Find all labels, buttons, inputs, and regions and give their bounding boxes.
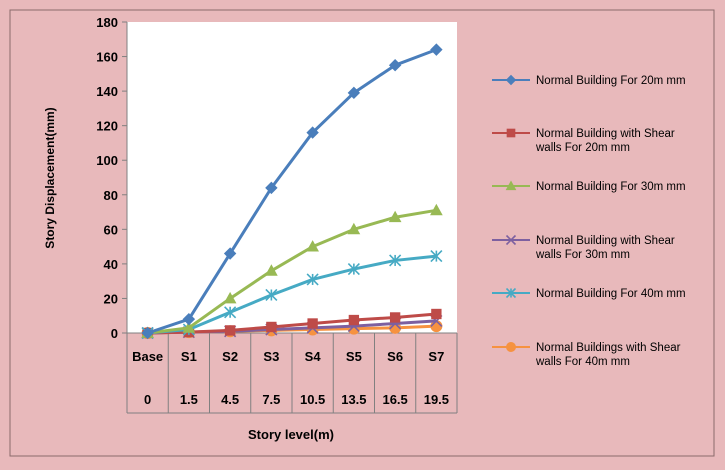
data-point: [347, 263, 360, 276]
x-tick-label: S1: [181, 349, 197, 364]
data-point: [307, 318, 318, 329]
data-point: [505, 287, 517, 299]
x-tick-label-secondary: 16.5: [382, 392, 407, 407]
legend-label: Normal Building For 20m mm: [536, 75, 686, 87]
data-point: [388, 58, 402, 72]
x-tick-label: S3: [263, 349, 279, 364]
legend-label-line: walls For 30m mm: [535, 249, 630, 261]
data-point: [430, 43, 443, 56]
x-tick-label: S7: [428, 349, 444, 364]
data-point: [430, 203, 443, 216]
y-tick-label: 140: [96, 84, 118, 99]
data-point: [389, 312, 401, 323]
x-tick-label-secondary: 10.5: [300, 392, 325, 407]
x-tick-label-secondary: 13.5: [341, 392, 366, 407]
y-tick-label: 60: [104, 222, 118, 237]
x-tick-label-secondary: 7.5: [262, 392, 280, 407]
legend-label: Normal Building with Shear walls For 30m …: [535, 235, 675, 261]
x-tick-label-secondary: 1.5: [180, 392, 198, 407]
data-point: [265, 181, 278, 195]
y-tick-label: 20: [104, 291, 118, 306]
data-point: [306, 126, 319, 139]
data-point: [431, 308, 442, 320]
y-tick-label: 80: [104, 188, 118, 203]
y-tick-label: 100: [96, 153, 118, 168]
legend-label-line: Normal Building For 40m mm: [536, 288, 686, 300]
data-point: [141, 326, 154, 340]
x-tick-label: S4: [305, 349, 322, 364]
data-point: [182, 321, 196, 333]
data-point: [266, 321, 277, 333]
data-point: [506, 342, 516, 352]
legend-label-line: Normal Buildings with Shear: [536, 342, 681, 354]
data-point: [505, 234, 517, 246]
series-line: [147, 208, 437, 335]
data-point: [306, 273, 319, 286]
legend-label-line: walls For 40m mm: [535, 356, 630, 368]
plot-area: [127, 22, 457, 333]
series-line: [147, 48, 437, 335]
data-point: [265, 288, 278, 302]
data-point-stroke: [505, 234, 517, 246]
legend-label: Normal Building For 30m mm: [536, 181, 686, 193]
data-point: [347, 222, 361, 235]
legend-item: Normal Building For 20m mm: [492, 74, 686, 87]
y-tick-label: 120: [96, 119, 118, 134]
data-point: [182, 312, 196, 326]
x-tick-label: S5: [346, 349, 362, 364]
legend-label: Normal Building with Shear walls For 20m …: [535, 128, 675, 154]
data-point: [347, 86, 361, 100]
data-point: [223, 247, 237, 260]
legend-label-line: walls For 20m mm: [535, 142, 630, 154]
data-point: [389, 254, 402, 267]
series-group: [141, 43, 443, 340]
legend-label-line: Normal Building For 20m mm: [536, 75, 686, 87]
y-tick-label: 40: [104, 257, 118, 272]
legend-label: Normal Building For 40m mm: [536, 288, 686, 300]
legend-item: Normal Building with Shear walls For 30m …: [492, 234, 675, 261]
data-point: [430, 250, 443, 263]
legend-item: Normal Building with Shear walls For 20m …: [492, 128, 675, 154]
x-axis-label: Story level(m): [248, 427, 334, 442]
x-tick-label-secondary: 0: [144, 392, 151, 407]
legend-item: Normal Building For 40m mm: [492, 287, 686, 300]
y-tick-label: 180: [96, 15, 118, 30]
legend-item: Normal Building For 30m mm: [492, 180, 686, 193]
data-point: [505, 74, 517, 86]
data-point: [506, 128, 516, 138]
data-point: [505, 180, 517, 191]
y-axis-label: Story Displacement(mm): [43, 107, 57, 248]
data-point: [348, 314, 360, 326]
legend-label-line: Normal Building with Shear: [536, 128, 675, 140]
series-line: [147, 254, 437, 335]
data-point: [265, 264, 278, 276]
x-tick-label-secondary: 19.5: [424, 392, 449, 407]
x-tick-label: Base: [132, 349, 163, 364]
data-point: [388, 210, 402, 223]
legend-label-line: Normal Building For 30m mm: [536, 181, 686, 193]
data-point: [306, 240, 319, 252]
y-tick-label: 0: [111, 326, 118, 341]
x-tick-label: S2: [222, 349, 238, 364]
y-tick-label: 160: [96, 50, 118, 65]
legend-label: Normal Buildings with Shear walls For 40m…: [535, 342, 681, 368]
legend-label-line: Normal Building with Shear: [536, 235, 675, 247]
series-line: [147, 312, 437, 335]
data-point: [224, 306, 237, 319]
data-point: [224, 325, 236, 336]
x-tick-label: S6: [387, 349, 403, 364]
legend-item: Normal Buildings with Shear walls For 40m…: [492, 342, 681, 368]
data-point: [223, 291, 237, 304]
x-tick-label-secondary: 4.5: [221, 392, 239, 407]
